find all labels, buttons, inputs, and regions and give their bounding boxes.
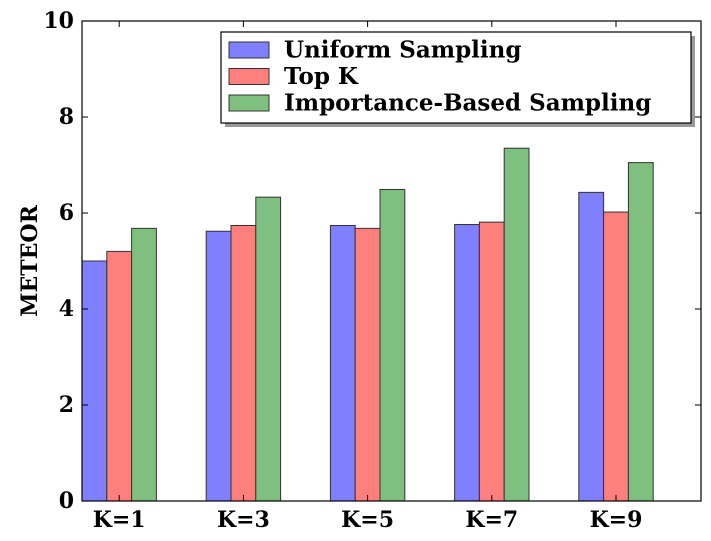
legend-swatch-importance-based-sampling [228, 94, 270, 112]
x-tick-label-k7: K=7 [465, 507, 518, 533]
bar-importance-based-sampling-k1 [131, 227, 157, 502]
bar-top-k-k1 [106, 250, 133, 502]
x-tick-label-k9: K=9 [590, 507, 643, 533]
y-axis-title: METEOR [17, 204, 43, 316]
legend-label-importance-based-sampling: Importance-Based Sampling [284, 90, 651, 117]
legend-box [220, 31, 692, 124]
plot-frame [81, 20, 702, 502]
x-tick-label-k1: K=1 [93, 507, 146, 533]
y-tick-label: 0 [59, 488, 74, 514]
y-tick-label: 6 [59, 200, 74, 226]
x-tick-label-k5: K=5 [341, 507, 394, 533]
bar-uniform-sampling-k1 [81, 260, 108, 502]
bars-layer [81, 147, 654, 502]
y-tick-label: 10 [43, 8, 74, 34]
legend-swatch-top-k [228, 68, 270, 85]
bar-uniform-sampling-k9 [578, 191, 605, 502]
bar-uniform-sampling-k5 [329, 224, 356, 502]
legend-label-top-k: Top K [284, 63, 359, 90]
bar-importance-based-sampling-k3 [255, 196, 282, 502]
bar-importance-based-sampling-k7 [503, 147, 530, 502]
bar-top-k-k9 [603, 211, 629, 502]
bar-importance-based-sampling-k5 [379, 188, 406, 502]
bar-top-k-k7 [478, 221, 505, 502]
y-tick-label: 4 [59, 296, 74, 322]
bar-top-k-k3 [230, 224, 257, 502]
bar-top-k-k5 [354, 227, 381, 502]
legend-swatch-uniform-sampling [228, 41, 270, 59]
ticks-layer: 0 2 4 6 8 10 K=1 K=3 K=5 K=7 K=9 [43, 8, 701, 533]
y-tick-label: 8 [59, 104, 74, 130]
bar-importance-based-sampling-k9 [627, 162, 654, 502]
y-tick-label: 2 [59, 392, 74, 418]
legend-label-uniform-sampling: Uniform Sampling [284, 37, 521, 64]
bar-uniform-sampling-k3 [205, 230, 232, 502]
x-tick-label-k3: K=3 [217, 507, 270, 533]
bar-uniform-sampling-k7 [454, 224, 480, 502]
